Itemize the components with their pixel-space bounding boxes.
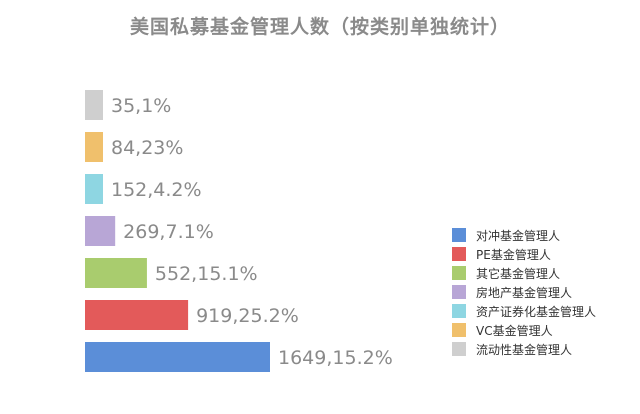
bar-data-label-6: 1649,15.2% — [278, 347, 393, 369]
legend-swatch-6 — [452, 342, 466, 356]
bar-6 — [85, 342, 270, 372]
bar-0 — [85, 90, 103, 120]
legend-swatch-4 — [452, 304, 466, 318]
bar-4 — [85, 258, 147, 288]
legend-swatch-1 — [452, 247, 466, 261]
legend-label-0: 对冲基金管理人 — [476, 228, 560, 243]
legend-label-3: 房地产基金管理人 — [476, 285, 572, 300]
bar-data-label-3: 269,7.1% — [123, 221, 214, 243]
legend-label-4: 资产证券化基金管理人 — [476, 304, 596, 319]
bar-2 — [85, 174, 103, 204]
bar-1 — [85, 132, 103, 162]
legend-swatch-3 — [452, 285, 466, 299]
legend-label-2: 其它基金管理人 — [476, 266, 560, 281]
chart-title: 美国私募基金管理人数（按类别单独统计） — [129, 16, 510, 38]
legend-label-6: 流动性基金管理人 — [476, 342, 572, 357]
bar-data-label-1: 84,23% — [111, 137, 183, 159]
bar-5 — [85, 300, 189, 330]
bar-data-label-4: 552,15.1% — [155, 263, 258, 285]
bar-data-label-2: 152,4.2% — [111, 179, 202, 201]
legend-swatch-0 — [452, 228, 466, 242]
legend-label-1: PE基金管理人 — [476, 247, 551, 262]
legend-swatch-5 — [452, 323, 466, 337]
bar-data-label-0: 35,1% — [111, 95, 171, 117]
bar-3 — [85, 216, 116, 246]
bar-data-label-5: 919,25.2% — [196, 305, 299, 327]
legend-swatch-2 — [452, 266, 466, 280]
legend-label-5: VC基金管理人 — [476, 323, 553, 338]
